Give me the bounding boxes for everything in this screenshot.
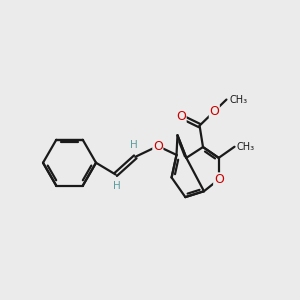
Text: H: H: [130, 140, 138, 150]
Text: O: O: [153, 140, 163, 153]
Text: O: O: [214, 173, 224, 186]
Text: O: O: [176, 110, 186, 123]
Text: O: O: [209, 105, 219, 118]
Text: CH₃: CH₃: [230, 94, 247, 105]
Text: H: H: [113, 181, 121, 191]
Text: CH₃: CH₃: [237, 142, 255, 152]
